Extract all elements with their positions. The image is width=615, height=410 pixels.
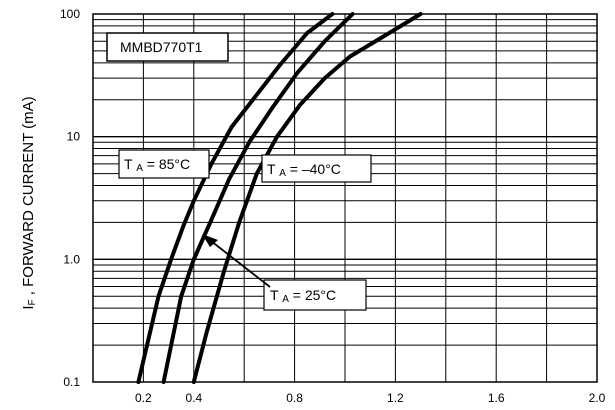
label-85c-value: = 85°C <box>147 156 190 172</box>
x-tick-label: 0.2 <box>135 391 152 405</box>
label-m40c-subscript: A <box>279 168 286 179</box>
y-axis-title: IF , FORWARD CURRENT (mA) <box>20 96 38 309</box>
label-m40c: T A = –40°C <box>267 161 341 179</box>
y-ticks-layer: 0.1 1.0 10 100 <box>60 7 80 389</box>
x-tick-label: 1.6 <box>488 391 505 405</box>
label-85c-prefix: T <box>124 156 133 172</box>
series-line <box>161 12 355 384</box>
y-axis-title-text: , FORWARD CURRENT (mA) <box>20 96 37 299</box>
series-line <box>191 12 423 384</box>
series-line <box>136 12 335 384</box>
label-85c-box <box>118 149 210 179</box>
part-label: MMBD770T1 <box>120 39 203 55</box>
x-tick-label: 1.2 <box>387 391 404 405</box>
y-tick-label: 10 <box>67 130 81 144</box>
x-tick-label: 2.0 <box>589 391 606 405</box>
label-m40c-value: = –40°C <box>290 161 341 177</box>
y-axis-title-subscript: F <box>27 299 38 305</box>
part-label-box <box>106 32 229 62</box>
label-25c-arrow-head <box>202 234 218 247</box>
series-layer <box>136 12 423 384</box>
label-25c-value: = 25°C <box>293 287 336 303</box>
label-85c: T A = 85°C <box>124 156 190 174</box>
x-tick-label: 0.4 <box>185 391 202 405</box>
x-tick-label: 0.8 <box>286 391 303 405</box>
label-25c-box <box>263 279 367 311</box>
y-tick-label: 0.1 <box>63 375 80 389</box>
annotation-layer: MMBD770T1 T A = 85°C T A = –40°C T A = 2… <box>106 32 372 311</box>
y-tick-label: 1.0 <box>63 252 80 266</box>
label-25c-arrow-line <box>210 240 271 288</box>
x-ticks-layer: 0.2 0.4 0.8 1.2 1.6 2.0 <box>135 391 606 405</box>
label-m40c-box <box>261 154 372 183</box>
label-25c: T A = 25°C <box>270 287 336 305</box>
grid-layer <box>93 14 597 382</box>
y-tick-label: 100 <box>60 7 80 21</box>
label-85c-subscript: A <box>136 163 143 174</box>
label-25c-subscript: A <box>282 294 289 305</box>
label-25c-prefix: T <box>270 287 279 303</box>
plot-frame <box>92 13 598 383</box>
y-axis-title-prefix: I <box>20 306 37 310</box>
label-m40c-prefix: T <box>267 161 276 177</box>
